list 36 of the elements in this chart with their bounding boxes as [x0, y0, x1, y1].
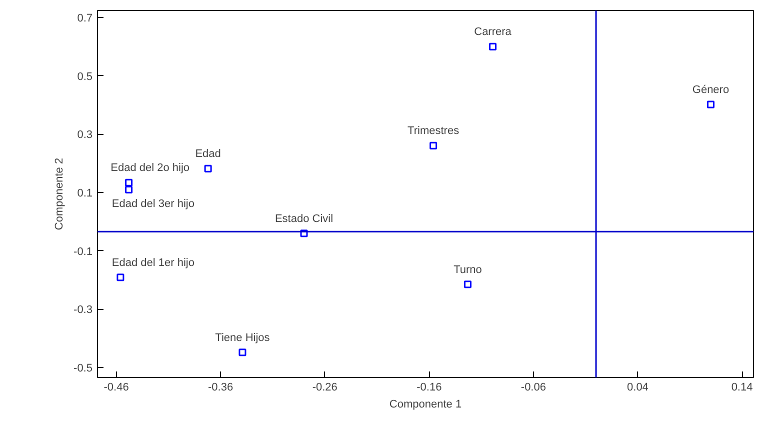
point: [125, 186, 133, 194]
y-tick-label: -0.1: [74, 246, 93, 258]
y-tick-label: 0.3: [77, 129, 93, 142]
annotation: Tiene Hijos: [215, 332, 270, 344]
x-tick-label: 0.14: [731, 382, 753, 394]
annotation: Género: [692, 84, 730, 96]
point: [464, 280, 472, 288]
annotation: Edad del 3er hijo: [112, 198, 194, 210]
x-axis-title: Componente 1: [389, 398, 462, 410]
y-tick-label: 0.1: [77, 188, 93, 200]
point: [204, 164, 212, 172]
annotation: Trimestres: [408, 125, 460, 138]
y-axis-title: Componente 2: [54, 158, 66, 230]
point: [125, 178, 133, 186]
annotation: Carrera: [474, 26, 512, 38]
x-tick-label: -0.16: [416, 382, 442, 394]
point: [706, 100, 714, 108]
annotation: Turno: [454, 264, 482, 276]
point: [116, 274, 124, 282]
annotation: Edad: [195, 148, 221, 160]
y-tick-label: 0.5: [77, 70, 93, 83]
x-tick-label: -0.46: [104, 382, 129, 394]
point: [489, 42, 497, 50]
x-tick-label: -0.26: [312, 382, 338, 394]
y-tick-label: -0.3: [74, 304, 93, 316]
x-tick-label: -0.36: [208, 382, 234, 394]
x-tick-label: -0.06: [520, 382, 546, 394]
point: [430, 142, 438, 150]
annotation: Estado Civil: [274, 212, 334, 225]
annotation: Edad del 2o hijo: [110, 162, 190, 174]
annotation: Edad del 1er hijo: [112, 256, 194, 269]
x-tick-label: 0.04: [627, 382, 648, 394]
point: [300, 230, 308, 238]
y-tick-label: 0.7: [77, 12, 93, 24]
point: [238, 348, 246, 356]
y-tick-label: -0.5: [74, 362, 93, 375]
